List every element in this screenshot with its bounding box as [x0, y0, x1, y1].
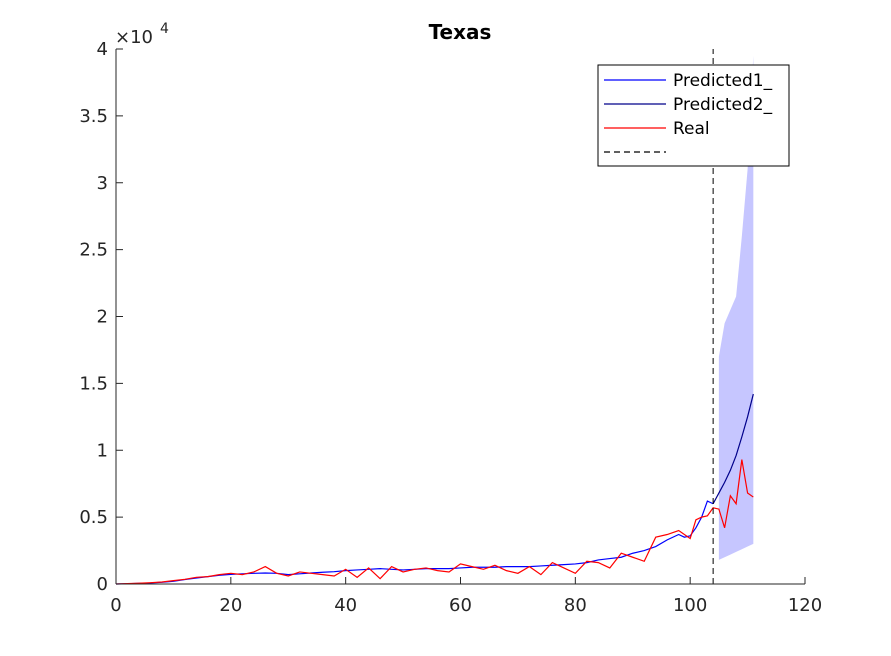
x-tick-label: 60 [449, 595, 472, 616]
x-tick-label: 120 [788, 595, 822, 616]
legend-box [597, 64, 790, 167]
y-tick-label: 2.5 [79, 240, 108, 261]
y-tick-label: 1.5 [79, 373, 108, 394]
x-tick-label: 80 [564, 595, 587, 616]
y-tick-label: 1 [97, 440, 108, 461]
y-tick-label: 3.5 [79, 106, 108, 127]
y-tick-label: 4 [97, 39, 108, 60]
series-line-real [115, 459, 754, 585]
x-tick-label: 100 [673, 595, 707, 616]
legend-label: Real [673, 119, 710, 139]
chart-title: Texas [429, 20, 492, 44]
x-tick-label: 20 [219, 595, 242, 616]
confidence-band-layer [718, 55, 754, 560]
y-exponent-base: ×10 [115, 27, 153, 48]
tick-labels-layer: 0 20 40 60 80 100 120 0 0.5 1 1.5 2 2.5 3 3.5 4 [79, 39, 822, 616]
axes-layer [115, 48, 806, 585]
y-tick-label: 0.5 [79, 507, 108, 528]
y-tick-label: 2 [97, 307, 108, 328]
confidence-band [718, 55, 754, 560]
legend-label: Predicted1_ [673, 71, 773, 91]
x-tick-label: 40 [334, 595, 357, 616]
x-tick-label: 0 [110, 595, 121, 616]
y-tick-label: 3 [97, 173, 108, 194]
legend: Predicted1_ Predicted2_ Real [597, 64, 790, 167]
legend-label: Predicted2_ [673, 95, 773, 115]
y-tick-label: 0 [97, 574, 108, 595]
series-line-predicted1 [115, 500, 714, 585]
y-exponent-power: 4 [160, 21, 169, 37]
series-line-predicted2 [712, 393, 754, 505]
